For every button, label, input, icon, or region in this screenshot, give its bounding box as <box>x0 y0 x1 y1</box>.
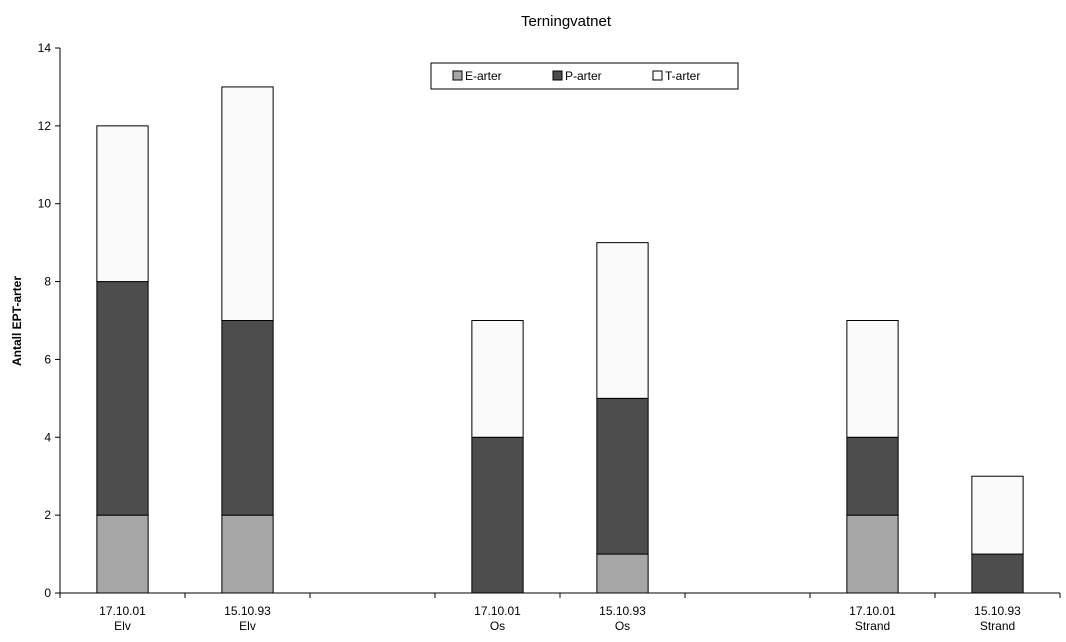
bar-segment-t-arter <box>471 320 524 438</box>
axes <box>59 48 1061 598</box>
category-label-date: 15.10.93 <box>224 604 271 618</box>
bar-segment-p-arter <box>971 553 1024 594</box>
category-label-site: Strand <box>855 619 890 633</box>
legend-label: P-arter <box>565 69 602 83</box>
bar-segment-p-arter <box>221 320 274 516</box>
chart-title: Terningvatnet <box>521 13 612 30</box>
category-label-date: 15.10.93 <box>974 604 1021 618</box>
category-label-site: Os <box>615 619 630 633</box>
category-label-site: Strand <box>980 619 1015 633</box>
category-label-date: 17.10.01 <box>849 604 896 618</box>
bar-segment-e-arter <box>96 514 149 594</box>
category-label-date: 15.10.93 <box>599 604 646 618</box>
legend-swatch <box>552 70 563 81</box>
bar-segment-p-arter <box>96 281 149 516</box>
bar-segment-t-arter <box>96 125 149 283</box>
category-labels: 17.10.01Elv15.10.93Elv17.10.01Os15.10.93… <box>99 604 1021 633</box>
legend: E-arter P-arter T-arter <box>430 62 739 90</box>
category-label-site: Elv <box>114 619 131 633</box>
bar-segment-p-arter <box>846 436 899 516</box>
category-label-date: 17.10.01 <box>474 604 521 618</box>
bar-segment-t-arter <box>971 475 1024 555</box>
legend-swatch <box>452 70 463 81</box>
y-tick-label: 2 <box>44 508 51 522</box>
category-label-site: Os <box>490 619 505 633</box>
bar-segment-e-arter <box>846 514 899 594</box>
y-tick-label: 0 <box>44 586 51 600</box>
y-tick-label: 4 <box>44 430 51 444</box>
bar-segment-t-arter <box>846 320 899 438</box>
y-tick-label: 12 <box>38 119 52 133</box>
legend-label: E-arter <box>465 69 502 83</box>
y-tick-label: 14 <box>38 41 52 55</box>
bar-segment-t-arter <box>221 86 274 321</box>
y-axis-ticks: 0 2 4 6 8 10 12 14 <box>38 41 60 600</box>
bar-segment-e-arter <box>221 514 274 594</box>
bar-segment-e-arter <box>596 553 649 594</box>
bar-segment-t-arter <box>596 242 649 399</box>
y-tick-label: 10 <box>38 197 52 211</box>
bar-segment-p-arter <box>471 436 524 594</box>
category-label-date: 17.10.01 <box>99 604 146 618</box>
legend-swatch <box>652 70 663 81</box>
legend-box <box>430 62 739 90</box>
y-axis-label: Antall EPT-arter <box>10 276 24 366</box>
bar-segment-p-arter <box>596 397 649 555</box>
y-tick-label: 6 <box>44 352 51 366</box>
category-label-site: Elv <box>239 619 256 633</box>
bars-group <box>96 86 1024 594</box>
y-tick-label: 8 <box>44 275 51 289</box>
legend-label: T-arter <box>665 69 700 83</box>
